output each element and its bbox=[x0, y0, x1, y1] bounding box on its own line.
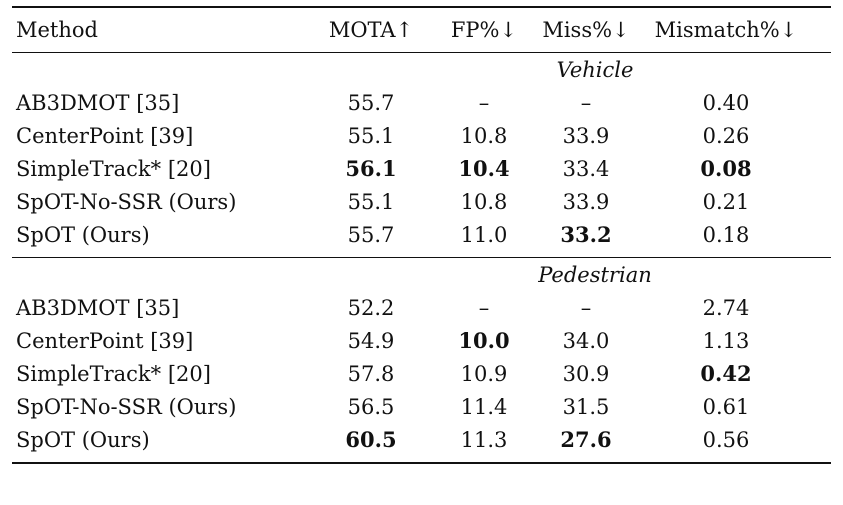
table-row: SpOT-No-SSR (Ours) 55.1 10.8 33.9 0.21 bbox=[12, 185, 831, 218]
cell-method: CenterPoint [39] bbox=[16, 328, 194, 353]
group-title-pedestrian: Pedestrian bbox=[538, 262, 652, 287]
cell-miss: 33.9 bbox=[562, 123, 610, 148]
cell-mota: 54.9 bbox=[347, 328, 395, 353]
table-row: SpOT (Ours) 55.7 11.0 33.2 0.18 bbox=[12, 218, 831, 251]
cell-fp: – bbox=[478, 90, 490, 115]
vehicle-rows: AB3DMOT [35] 55.7 – – 0.40 CenterPoint [… bbox=[12, 86, 831, 251]
cell-fp: 10.4 bbox=[458, 156, 510, 181]
cell-mota: 55.1 bbox=[347, 123, 395, 148]
header-mota: MOTA↑ bbox=[328, 18, 414, 42]
cell-mota: 55.7 bbox=[347, 222, 395, 247]
cell-fp: 10.9 bbox=[460, 361, 508, 386]
header-rule bbox=[12, 52, 831, 53]
table-row: SimpleTrack* [20] 56.1 10.4 33.4 0.08 bbox=[12, 152, 831, 185]
header-mismatch: Mismatch%↓ bbox=[654, 18, 798, 42]
cell-mota: 52.2 bbox=[347, 295, 395, 320]
cell-mota: 57.8 bbox=[347, 361, 395, 386]
group-title-row: Vehicle bbox=[12, 53, 831, 86]
table-row: SimpleTrack* [20] 57.8 10.9 30.9 0.42 bbox=[12, 357, 831, 390]
cell-mota: 56.5 bbox=[347, 394, 395, 419]
cell-mota: 55.7 bbox=[347, 90, 395, 115]
table-row: CenterPoint [39] 54.9 10.0 34.0 1.13 bbox=[12, 324, 831, 357]
cell-method: AB3DMOT [35] bbox=[16, 90, 180, 115]
cell-miss: 33.4 bbox=[562, 156, 610, 181]
cell-miss: 31.5 bbox=[562, 394, 610, 419]
cell-method: SimpleTrack* [20] bbox=[16, 361, 211, 386]
cell-miss: 30.9 bbox=[562, 361, 610, 386]
group-divider-rule bbox=[12, 257, 831, 258]
cell-fp: 11.4 bbox=[460, 394, 508, 419]
cell-method: SimpleTrack* [20] bbox=[16, 156, 211, 181]
table-row: SpOT-No-SSR (Ours) 56.5 11.4 31.5 0.61 bbox=[12, 390, 831, 423]
cell-method: AB3DMOT [35] bbox=[16, 295, 180, 320]
header-miss: Miss%↓ bbox=[542, 18, 630, 42]
group-title-vehicle: Vehicle bbox=[556, 57, 634, 82]
cell-fp: – bbox=[478, 295, 490, 320]
table-row: SpOT (Ours) 60.5 11.3 27.6 0.56 bbox=[12, 423, 831, 456]
cell-fp: 10.0 bbox=[458, 328, 510, 353]
cell-mismatch: 0.42 bbox=[700, 361, 752, 386]
table-row: CenterPoint [39] 55.1 10.8 33.9 0.26 bbox=[12, 119, 831, 152]
cell-mota: 60.5 bbox=[345, 427, 397, 452]
cell-mismatch: 0.08 bbox=[700, 156, 752, 181]
table-row: AB3DMOT [35] 52.2 – – 2.74 bbox=[12, 291, 831, 324]
header-row: Method MOTA↑ FP%↓ Miss%↓ Mismatch%↓ bbox=[12, 8, 831, 52]
cell-mismatch: 0.26 bbox=[702, 123, 750, 148]
top-rule bbox=[12, 6, 831, 8]
cell-miss: 33.2 bbox=[560, 222, 612, 247]
cell-mota: 55.1 bbox=[347, 189, 395, 214]
cell-mismatch: 1.13 bbox=[702, 328, 750, 353]
cell-mismatch: 0.40 bbox=[702, 90, 750, 115]
cell-fp: 10.8 bbox=[460, 123, 508, 148]
cell-miss: – bbox=[580, 90, 592, 115]
header-method: Method bbox=[16, 18, 98, 42]
cell-fp: 11.0 bbox=[460, 222, 508, 247]
pedestrian-rows: AB3DMOT [35] 52.2 – – 2.74 CenterPoint [… bbox=[12, 291, 831, 456]
results-table: Method MOTA↑ FP%↓ Miss%↓ Mismatch%↓ Vehi… bbox=[12, 6, 831, 464]
cell-miss: – bbox=[580, 295, 592, 320]
header-fp: FP%↓ bbox=[450, 18, 518, 42]
cell-method: SpOT-No-SSR (Ours) bbox=[16, 189, 237, 214]
cell-miss: 34.0 bbox=[562, 328, 610, 353]
cell-mismatch: 0.21 bbox=[702, 189, 750, 214]
cell-mota: 56.1 bbox=[345, 156, 397, 181]
cell-method: SpOT-No-SSR (Ours) bbox=[16, 394, 237, 419]
cell-method: SpOT (Ours) bbox=[16, 427, 150, 452]
cell-mismatch: 0.61 bbox=[702, 394, 750, 419]
group-title-row: Pedestrian bbox=[12, 258, 831, 291]
cell-mismatch: 0.18 bbox=[702, 222, 750, 247]
cell-miss: 27.6 bbox=[560, 427, 612, 452]
cell-mismatch: 2.74 bbox=[702, 295, 750, 320]
table-row: AB3DMOT [35] 55.7 – – 0.40 bbox=[12, 86, 831, 119]
cell-method: CenterPoint [39] bbox=[16, 123, 194, 148]
cell-fp: 10.8 bbox=[460, 189, 508, 214]
cell-method: SpOT (Ours) bbox=[16, 222, 150, 247]
cell-fp: 11.3 bbox=[460, 427, 508, 452]
bottom-rule bbox=[12, 462, 831, 464]
cell-mismatch: 0.56 bbox=[702, 427, 750, 452]
cell-miss: 33.9 bbox=[562, 189, 610, 214]
